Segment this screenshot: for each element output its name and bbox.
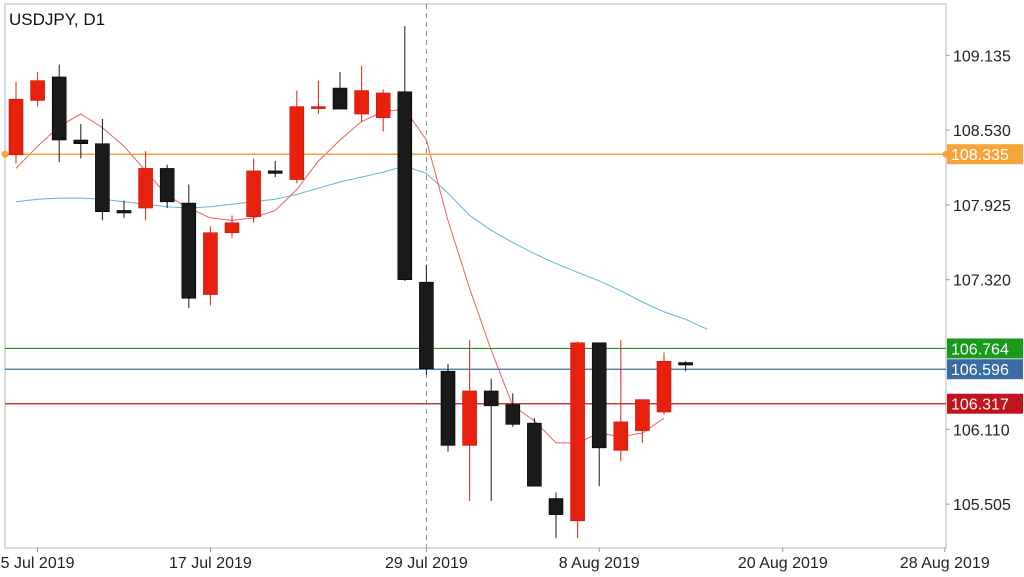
candle-body [311,106,326,109]
candle [440,363,456,452]
candle-body [591,342,607,449]
candle-body [267,170,283,174]
candle [246,158,261,223]
candle [332,72,348,110]
candle [73,123,89,159]
x-tick-label: 20 Aug 2019 [738,555,828,572]
chart-frame [4,3,947,549]
x-axis: 5 Jul 2019 17 Jul 2019 29 Jul 2019 8 Aug 20… [1,548,990,572]
price-tag-box [947,359,1023,380]
candle-body [73,139,89,145]
candle [591,342,607,487]
candle-body [8,98,24,156]
candle-body [332,87,348,110]
candle-body [181,202,197,299]
candle-body [138,168,153,209]
candle [613,340,629,462]
candle [462,340,477,502]
candle [375,89,391,132]
candle [30,72,45,107]
candle [678,361,693,372]
price-tag-label: 106.764 [951,341,1009,358]
candle-body [224,222,240,234]
y-tick-label: 107.925 [953,198,1011,215]
candle [8,81,24,164]
candle-body [116,210,132,214]
x-tick-label: 17 Jul 2019 [169,555,252,572]
candle-body [419,281,434,370]
candle [483,378,499,502]
plot-area-border [4,3,947,549]
y-tick-label: 107.320 [953,273,1011,290]
moving-average-layer [15,108,708,444]
candle-body [635,399,650,431]
candle [116,200,132,218]
candle [354,65,369,122]
price-tag-106.596: 106.596 [947,359,1023,380]
candle [181,184,197,309]
candle-body [656,361,672,413]
candle-body [289,106,305,180]
candle [95,118,110,221]
slow-moving-average-line [15,165,708,330]
candle-body [678,362,693,366]
candle [311,80,326,115]
y-tick-label: 105.505 [953,497,1011,514]
candle-body [246,170,261,217]
candle [397,26,413,281]
x-tick-label: 28 Aug 2019 [900,555,990,572]
candle [419,264,434,375]
candle [656,352,672,415]
candle-body [462,390,477,446]
candle [51,64,67,163]
candle [289,90,305,184]
candle-body [375,92,391,119]
candle-body [527,422,542,487]
price-tag-box [947,144,1023,165]
x-tick-label: 29 Jul 2019 [385,555,468,572]
candle-body [548,498,564,515]
candlestick-series [8,26,693,539]
candle [159,164,175,208]
candle-body [30,80,45,101]
candle-body [505,404,521,425]
candle-body [95,143,110,213]
candle [505,393,521,427]
price-tag-106.317: 106.317 [947,393,1023,414]
y-tick-label: 106.110 [953,422,1010,439]
candle-body [159,168,175,203]
fast-moving-average-line [15,108,665,444]
candle-body [354,90,369,115]
candle-body [570,342,585,522]
x-tick-label: 8 Aug 2019 [559,555,640,572]
chart-title: USDJPY, D1 [9,10,105,29]
candle [138,151,153,221]
price-tag-box [947,338,1023,359]
candle [224,215,240,238]
price-tag-box [947,393,1023,414]
candle-body [51,76,67,141]
candle-body [397,91,413,281]
price-tag-108.335: 108.335 [947,144,1023,165]
price-tag-label: 108.335 [951,147,1009,164]
level-handle-left[interactable] [1,150,9,158]
candle-body [440,370,456,446]
price-tag-label: 106.317 [951,397,1009,414]
x-tick-label: 5 Jul 2019 [1,555,75,572]
candle-body [203,232,218,295]
candle [527,418,542,487]
price-tag-106.764: 106.764 [947,338,1023,359]
price-tag-label: 106.596 [951,362,1009,379]
candle [267,161,283,178]
candle [570,341,585,539]
candle-body [483,390,499,407]
y-tick-label: 109.135 [953,48,1011,65]
y-axis: 109.135 108.530 107.925 107.320 106.110 105.5… [946,48,1023,514]
candle-body [613,421,629,451]
y-tick-label: 108.530 [953,123,1011,140]
candle [635,399,650,443]
candle [548,492,564,539]
candle [203,226,218,306]
